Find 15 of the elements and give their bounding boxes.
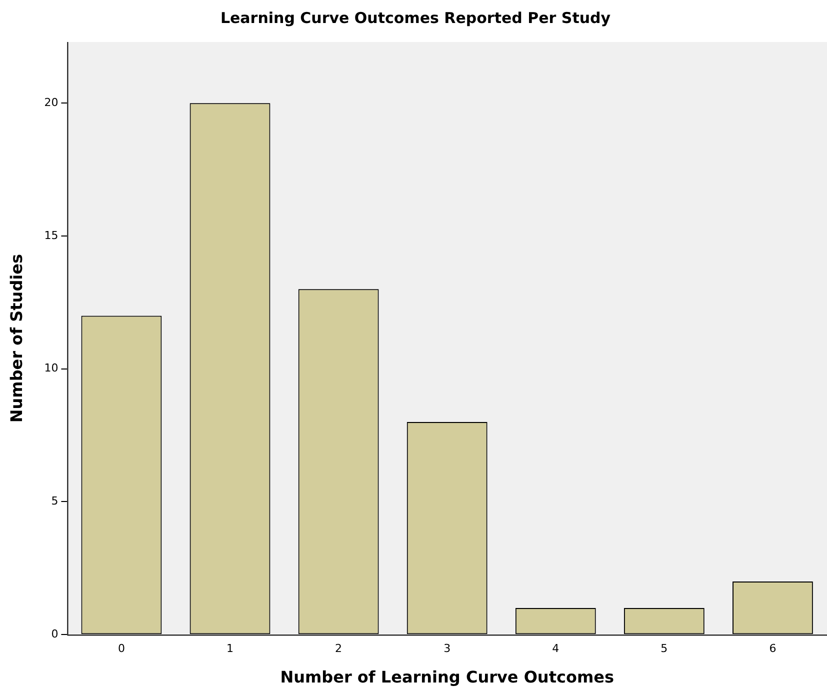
y-tick-label: 10 xyxy=(44,362,58,375)
y-tick-label: 0 xyxy=(51,627,58,640)
y-axis-title: Number of Studies xyxy=(6,254,26,423)
chart-title: Learning Curve Outcomes Reported Per Study xyxy=(220,8,611,27)
x-tick-label: 3 xyxy=(444,642,451,656)
x-tick-label: 2 xyxy=(335,642,342,656)
y-tick-label: 5 xyxy=(51,494,58,508)
x-tick-label: 6 xyxy=(769,642,776,656)
x-tick-label: 4 xyxy=(552,642,560,656)
x-axis-title: Number of Learning Curve Outcomes xyxy=(280,668,614,687)
y-tick-label: 20 xyxy=(44,96,58,109)
x-tick-label: 5 xyxy=(660,642,668,656)
x-tick-label: 1 xyxy=(226,642,234,656)
x-tick-label: 0 xyxy=(118,642,125,656)
y-tick-label: 15 xyxy=(44,228,58,242)
